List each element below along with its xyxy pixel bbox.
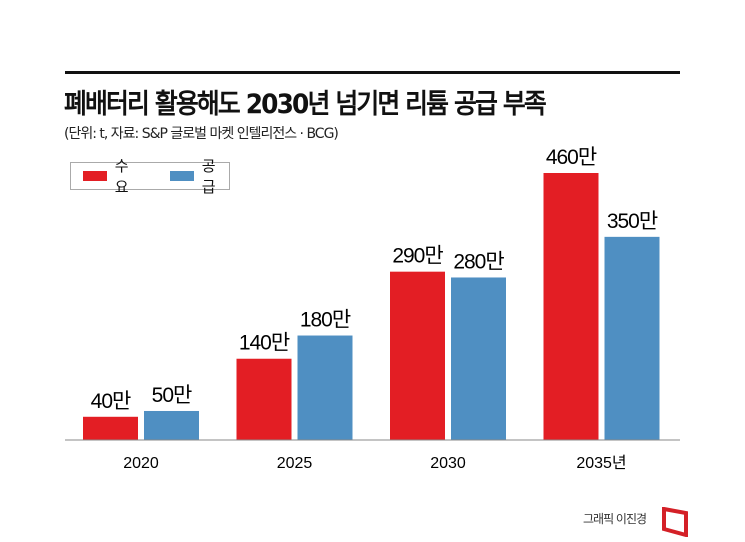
data-label: 50만 (152, 384, 192, 407)
bar-demand (543, 173, 599, 440)
x-tick-label: 2020 (123, 455, 159, 472)
x-tick-label: 2030 (430, 455, 466, 472)
bar-supply (604, 236, 660, 440)
logo-icon (662, 507, 688, 537)
x-tick-label: 2025 (277, 455, 313, 472)
data-label: 290만 (392, 245, 443, 268)
data-label: 140만 (239, 332, 290, 355)
data-label: 280만 (453, 250, 504, 273)
legend: 수요 공급 (70, 157, 230, 196)
bar-supply (144, 410, 199, 440)
credit: 그래픽 이진경 (583, 512, 647, 526)
top-rule (65, 71, 680, 74)
bar-supply (451, 277, 506, 440)
data-label: 180만 (300, 309, 351, 332)
x-tick-label: 2035년 (576, 454, 626, 472)
legend-label-supply: 공급 (201, 157, 216, 196)
data-label: 350만 (607, 210, 658, 233)
bar-demand (83, 416, 138, 440)
chart-subtitle: (단위: t, 자료: S&P 글로벌 마켓 인텔리전스 · BCG) (64, 126, 339, 142)
data-label: 40만 (91, 390, 131, 413)
legend-swatch-demand (83, 171, 107, 181)
bar-demand (390, 271, 445, 440)
legend-label-demand: 수요 (114, 157, 129, 196)
bar-supply (297, 335, 353, 440)
bar-demand (236, 358, 292, 440)
legend-swatch-supply (170, 171, 194, 181)
data-label: 460만 (546, 146, 597, 169)
chart-title: 폐배터리 활용해도 2030년 넘기면 리튬 공급 부족 (64, 89, 547, 120)
